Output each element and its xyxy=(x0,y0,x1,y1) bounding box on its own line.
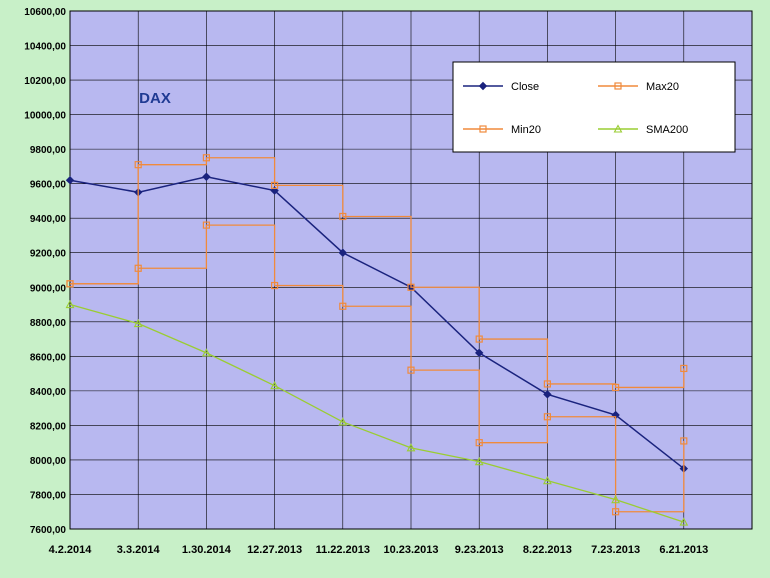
legend-item-min20: Min20 xyxy=(463,124,541,136)
data-point-close xyxy=(202,172,211,181)
data-point-sma200 xyxy=(65,299,75,309)
data-point-max20 xyxy=(134,161,142,169)
data-point-close xyxy=(270,186,279,195)
data-point-sma200 xyxy=(338,417,348,426)
data-point-min20 xyxy=(543,413,552,421)
y-tick-label: 9200,00 xyxy=(30,249,67,260)
data-point-max20 xyxy=(339,212,347,221)
data-point-max20 xyxy=(475,335,483,343)
legend: Close Max20 Min20 SMA200 xyxy=(452,61,736,153)
legend-label: Min20 xyxy=(511,124,541,136)
data-point-min20 xyxy=(680,437,688,445)
y-tick-label: 8400,00 xyxy=(30,387,67,398)
data-point-sma200 xyxy=(474,456,484,466)
data-point-sma200 xyxy=(679,517,689,526)
data-point-sma200 xyxy=(270,381,280,390)
series-line-sma200 xyxy=(69,303,685,523)
chart-title: DAX xyxy=(139,90,171,107)
legend-label: Max20 xyxy=(646,81,679,93)
data-point-min20 xyxy=(271,281,279,290)
data-point-max20 xyxy=(543,380,552,388)
legend-marker-min20 xyxy=(479,125,487,133)
y-tick-label: 10200,00 xyxy=(24,76,66,87)
x-tick-label: 6.21.2013 xyxy=(659,544,708,556)
data-point-min20 xyxy=(202,221,210,229)
data-point-max20 xyxy=(202,154,210,162)
series-line-min20 xyxy=(70,224,685,513)
legend-label: Close xyxy=(511,81,539,93)
x-tick-label: 4.2.2014 xyxy=(49,544,93,556)
legend-item-sma200: SMA200 xyxy=(598,124,688,136)
data-point-min20 xyxy=(475,439,483,447)
y-tick-label: 8000,00 xyxy=(30,456,67,467)
x-tick-label: 12.27.2013 xyxy=(247,544,302,556)
x-tick-label: 1.30.2014 xyxy=(182,544,232,556)
y-tick-label: 9800,00 xyxy=(30,145,67,156)
data-point-close xyxy=(474,348,484,358)
data-point-close xyxy=(543,390,552,399)
legend-label: SMA200 xyxy=(646,124,688,136)
data-point-min20 xyxy=(407,366,415,374)
legend-marker-sma200 xyxy=(613,124,623,133)
data-point-sma200 xyxy=(406,443,416,452)
legend-item-max20: Max20 xyxy=(598,81,679,93)
y-tick-label: 8600,00 xyxy=(30,352,67,363)
data-point-sma200 xyxy=(542,475,552,485)
x-tick-label: 10.23.2013 xyxy=(383,544,438,556)
y-tick-label: 9000,00 xyxy=(30,283,67,294)
data-point-max20 xyxy=(611,383,620,392)
y-tick-label: 10600,00 xyxy=(24,7,66,18)
data-point-min20 xyxy=(339,302,347,310)
data-point-max20 xyxy=(680,364,688,373)
y-tick-label: 7800,00 xyxy=(30,490,67,501)
data-point-max20 xyxy=(271,181,279,189)
y-tick-label: 8200,00 xyxy=(30,421,67,432)
y-tick-label: 9600,00 xyxy=(30,180,67,191)
x-tick-label: 9.23.2013 xyxy=(455,544,504,556)
data-point-close xyxy=(338,248,348,257)
y-tick-label: 8800,00 xyxy=(30,318,67,329)
y-tick-label: 9400,00 xyxy=(30,214,67,225)
data-point-min20 xyxy=(66,280,74,288)
x-tick-label: 3.3.2014 xyxy=(117,544,161,556)
data-point-close xyxy=(65,176,75,185)
x-tick-label: 8.22.2013 xyxy=(523,544,572,556)
data-point-max20 xyxy=(407,283,415,291)
y-tick-label: 10400,00 xyxy=(24,42,66,53)
legend-marker-max20 xyxy=(614,82,622,90)
y-tick-label: 7600,00 xyxy=(30,525,67,536)
data-point-sma200 xyxy=(201,348,211,357)
data-point-sma200 xyxy=(133,318,143,328)
legend-marker-close xyxy=(478,81,488,91)
legend-box xyxy=(452,61,736,153)
data-point-min20 xyxy=(611,508,620,516)
data-point-sma200 xyxy=(611,494,621,504)
series-line-close xyxy=(69,175,685,470)
data-point-min20 xyxy=(134,264,142,272)
y-tick-label: 10000,00 xyxy=(24,111,66,122)
x-tick-label: 11.22.2013 xyxy=(316,544,370,556)
x-tick-label: 7.23.2013 xyxy=(591,544,640,556)
